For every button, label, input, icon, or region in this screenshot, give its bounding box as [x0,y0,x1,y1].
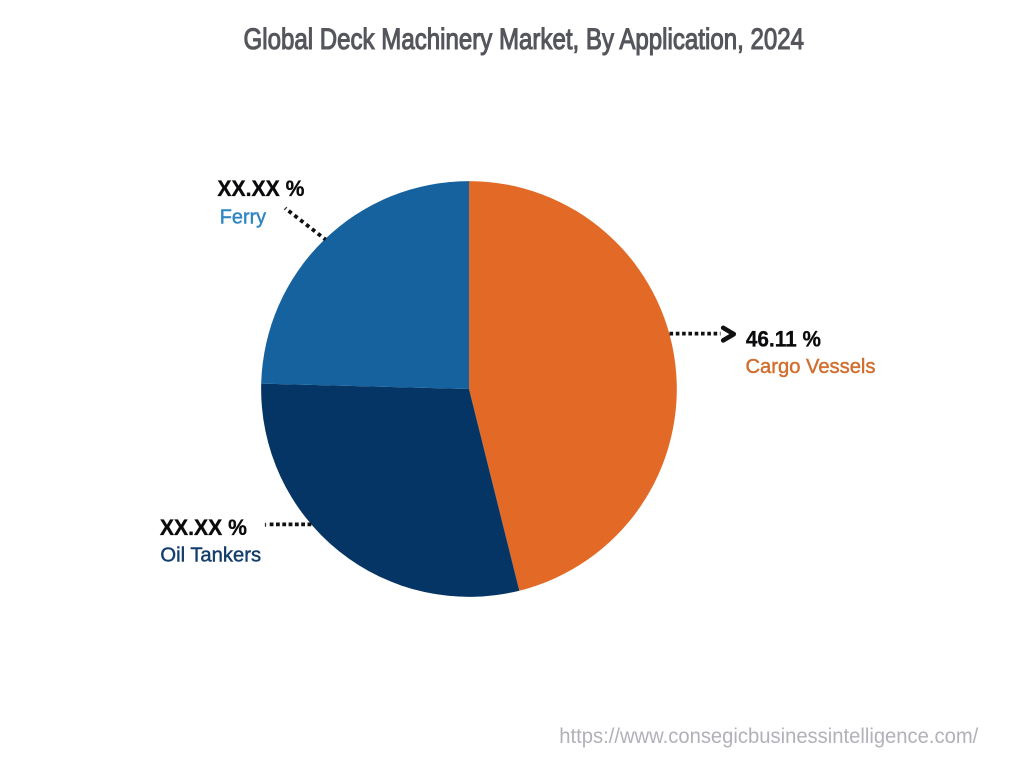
svg-text:XX.XX %: XX.XX % [217,176,304,201]
svg-text:https://www.consegicbusinessin: https://www.consegicbusinessintelligence… [559,724,978,748]
svg-text:Ferry: Ferry [220,206,267,229]
svg-text:Global Deck Machinery Market,: Global Deck Machinery Market, By Applica… [244,23,805,56]
svg-text:Cargo Vessels: Cargo Vessels [746,355,876,378]
svg-text:XX.XX %: XX.XX % [160,515,247,540]
svg-text:46.11 %: 46.11 % [746,326,821,351]
svg-text:Oil Tankers: Oil Tankers [160,543,261,566]
